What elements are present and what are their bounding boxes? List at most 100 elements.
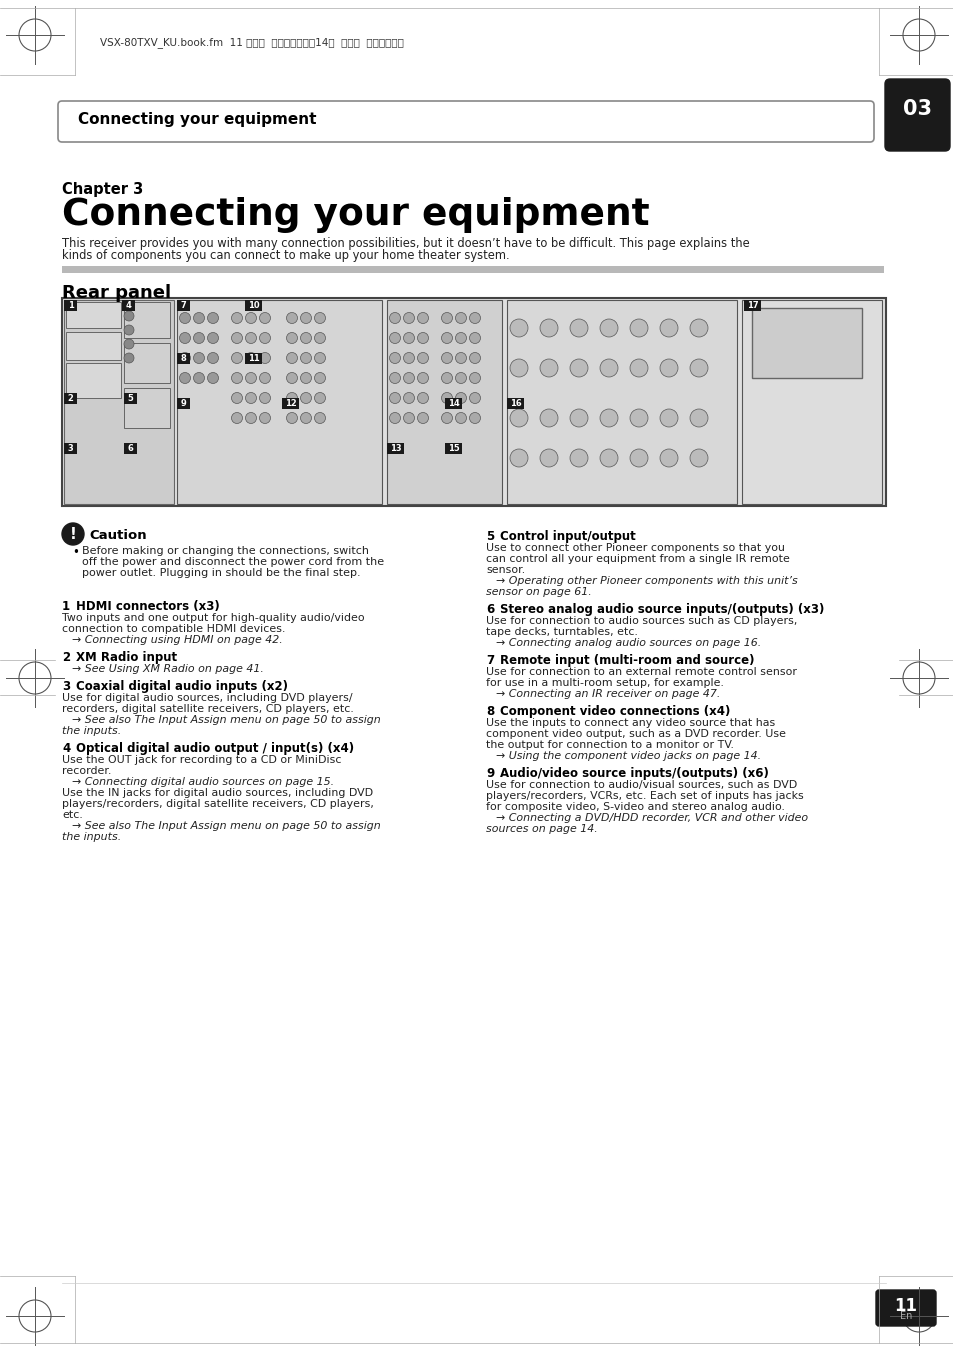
- Circle shape: [403, 353, 414, 363]
- Circle shape: [689, 359, 707, 377]
- Text: Use the IN jacks for digital audio sources, including DVD: Use the IN jacks for digital audio sourc…: [62, 788, 373, 798]
- Circle shape: [441, 332, 452, 343]
- Bar: [751, 308, 862, 378]
- Bar: [66, 303, 121, 328]
- Circle shape: [403, 412, 414, 423]
- Circle shape: [179, 353, 191, 363]
- Bar: [177, 399, 190, 409]
- Bar: [444, 443, 461, 454]
- Circle shape: [300, 393, 312, 404]
- Circle shape: [208, 312, 218, 323]
- Text: → See also The Input Assign menu on page 50 to assign: → See also The Input Assign menu on page…: [71, 715, 380, 725]
- Bar: [177, 300, 190, 311]
- Text: 2: 2: [68, 394, 73, 403]
- Text: En: En: [899, 1310, 911, 1321]
- Text: for use in a multi-room setup, for example.: for use in a multi-room setup, for examp…: [485, 678, 723, 688]
- Bar: [177, 300, 381, 504]
- Text: → Using the component video jacks on page 14.: → Using the component video jacks on pag…: [496, 751, 760, 761]
- Circle shape: [469, 393, 480, 404]
- Circle shape: [417, 332, 428, 343]
- Circle shape: [599, 449, 618, 467]
- Circle shape: [62, 523, 84, 544]
- Text: kinds of components you can connect to make up your home theater system.: kinds of components you can connect to m…: [62, 249, 509, 262]
- Circle shape: [403, 332, 414, 343]
- Bar: [64, 393, 77, 404]
- Text: 16: 16: [509, 399, 521, 408]
- Text: 5: 5: [485, 530, 494, 543]
- Circle shape: [300, 412, 312, 423]
- Bar: [124, 443, 137, 454]
- Text: 7: 7: [180, 301, 186, 309]
- Circle shape: [455, 353, 466, 363]
- Circle shape: [300, 332, 312, 343]
- Text: off the power and disconnect the power cord from the: off the power and disconnect the power c…: [82, 557, 384, 567]
- Bar: [124, 393, 137, 404]
- Circle shape: [659, 449, 678, 467]
- Circle shape: [245, 373, 256, 384]
- Circle shape: [179, 332, 191, 343]
- Text: Use the OUT jack for recording to a CD or MiniDisc: Use the OUT jack for recording to a CD o…: [62, 755, 341, 765]
- Circle shape: [124, 326, 133, 335]
- Bar: [506, 300, 737, 504]
- Circle shape: [455, 332, 466, 343]
- Circle shape: [208, 332, 218, 343]
- Circle shape: [245, 332, 256, 343]
- Circle shape: [569, 359, 587, 377]
- Bar: [62, 266, 883, 273]
- Text: the output for connection to a monitor or TV.: the output for connection to a monitor o…: [485, 740, 733, 750]
- Bar: [64, 300, 173, 504]
- Text: → Connecting digital audio sources on page 15.: → Connecting digital audio sources on pa…: [71, 777, 334, 788]
- Circle shape: [124, 353, 133, 363]
- Circle shape: [417, 412, 428, 423]
- Circle shape: [659, 319, 678, 336]
- Circle shape: [314, 393, 325, 404]
- Text: 11: 11: [894, 1297, 917, 1315]
- Circle shape: [417, 353, 428, 363]
- Text: This receiver provides you with many connection possibilities, but it doesn’t ha: This receiver provides you with many con…: [62, 236, 749, 250]
- Text: XM Radio input: XM Radio input: [76, 651, 177, 663]
- Circle shape: [286, 373, 297, 384]
- Text: 3: 3: [68, 444, 73, 453]
- Bar: [124, 388, 170, 428]
- Text: Use the inputs to connect any video source that has: Use the inputs to connect any video sour…: [485, 717, 775, 728]
- Circle shape: [689, 409, 707, 427]
- FancyBboxPatch shape: [875, 1290, 935, 1325]
- Text: recorders, digital satellite receivers, CD players, etc.: recorders, digital satellite receivers, …: [62, 704, 354, 713]
- Circle shape: [539, 449, 558, 467]
- Bar: [177, 353, 190, 363]
- Circle shape: [232, 412, 242, 423]
- Bar: [743, 300, 760, 311]
- Text: •: •: [71, 546, 79, 559]
- Circle shape: [569, 449, 587, 467]
- Text: 4: 4: [62, 742, 71, 755]
- Text: 10: 10: [248, 301, 259, 309]
- Text: etc.: etc.: [62, 811, 83, 820]
- Text: the inputs.: the inputs.: [62, 832, 121, 842]
- Circle shape: [441, 393, 452, 404]
- Text: for composite video, S-video and stereo analog audio.: for composite video, S-video and stereo …: [485, 802, 784, 812]
- Circle shape: [455, 312, 466, 323]
- Circle shape: [232, 332, 242, 343]
- Bar: [122, 300, 135, 311]
- Text: players/recorders, VCRs, etc. Each set of inputs has jacks: players/recorders, VCRs, etc. Each set o…: [485, 790, 803, 801]
- Text: Caution: Caution: [89, 530, 147, 542]
- Circle shape: [629, 409, 647, 427]
- Bar: [66, 363, 121, 399]
- Circle shape: [469, 412, 480, 423]
- Circle shape: [599, 359, 618, 377]
- Circle shape: [417, 312, 428, 323]
- Circle shape: [314, 332, 325, 343]
- Bar: [64, 300, 77, 311]
- Text: 6: 6: [128, 444, 133, 453]
- Circle shape: [469, 373, 480, 384]
- Circle shape: [286, 393, 297, 404]
- Bar: [64, 443, 77, 454]
- Circle shape: [659, 409, 678, 427]
- Text: 13: 13: [389, 444, 401, 453]
- Circle shape: [629, 359, 647, 377]
- Text: sensor on page 61.: sensor on page 61.: [485, 586, 591, 597]
- Text: 9: 9: [180, 399, 186, 408]
- Circle shape: [510, 359, 527, 377]
- Text: Remote input (multi-room and source): Remote input (multi-room and source): [499, 654, 754, 667]
- Bar: [387, 443, 403, 454]
